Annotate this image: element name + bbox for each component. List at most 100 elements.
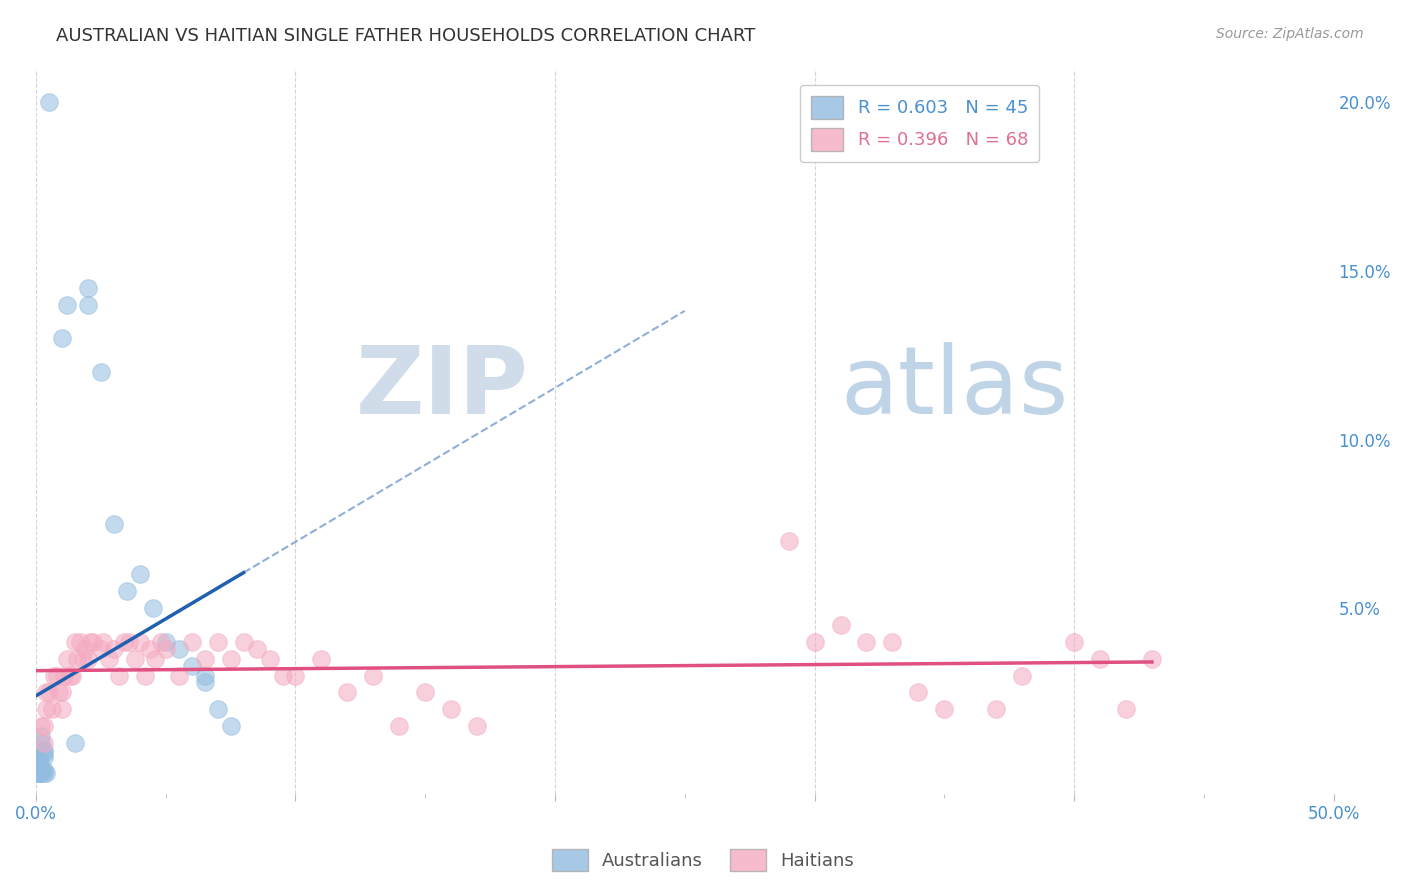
Point xyxy=(30,763,52,777)
Point xyxy=(76,652,98,666)
Point xyxy=(232,635,254,649)
Point xyxy=(259,652,281,666)
Legend: R = 0.603   N = 45, R = 0.396   N = 68: R = 0.603 N = 45, R = 0.396 N = 68 xyxy=(800,85,1039,161)
Point xyxy=(167,668,190,682)
Point xyxy=(108,668,131,682)
Point xyxy=(27,766,49,780)
Point xyxy=(986,702,1008,716)
Point xyxy=(35,685,58,699)
Point xyxy=(27,766,49,780)
Point xyxy=(27,763,49,777)
Point xyxy=(93,635,115,649)
Point xyxy=(32,749,55,764)
Point xyxy=(53,668,76,682)
Point xyxy=(194,652,217,666)
Point xyxy=(63,736,86,750)
Point xyxy=(97,652,120,666)
Point xyxy=(56,652,79,666)
Point xyxy=(284,668,307,682)
Point xyxy=(27,753,49,767)
Point xyxy=(118,635,141,649)
Point xyxy=(1115,702,1137,716)
Point xyxy=(38,685,60,699)
Point xyxy=(124,652,146,666)
Point xyxy=(76,297,98,311)
Point xyxy=(207,635,229,649)
Point xyxy=(882,635,904,649)
Point xyxy=(207,702,229,716)
Point xyxy=(934,702,956,716)
Point xyxy=(803,635,825,649)
Text: Source: ZipAtlas.com: Source: ZipAtlas.com xyxy=(1216,27,1364,41)
Point xyxy=(51,702,73,716)
Point xyxy=(72,652,94,666)
Point xyxy=(27,756,49,771)
Point xyxy=(30,766,52,780)
Point xyxy=(155,635,177,649)
Point xyxy=(27,760,49,774)
Point xyxy=(149,635,172,649)
Point xyxy=(30,729,52,743)
Point xyxy=(30,763,52,777)
Point xyxy=(32,766,55,780)
Point xyxy=(413,685,436,699)
Point xyxy=(115,584,138,599)
Point xyxy=(271,668,294,682)
Point xyxy=(311,652,333,666)
Point xyxy=(38,95,60,110)
Point xyxy=(180,635,202,649)
Point xyxy=(63,635,86,649)
Point xyxy=(27,760,49,774)
Point xyxy=(42,668,65,682)
Point xyxy=(167,641,190,656)
Point xyxy=(1011,668,1033,682)
Point xyxy=(27,760,49,774)
Point xyxy=(1063,635,1085,649)
Point xyxy=(194,668,217,682)
Point xyxy=(142,601,165,615)
Point xyxy=(219,652,242,666)
Point xyxy=(51,331,73,345)
Text: AUSTRALIAN VS HAITIAN SINGLE FATHER HOUSEHOLDS CORRELATION CHART: AUSTRALIAN VS HAITIAN SINGLE FATHER HOUS… xyxy=(56,27,755,45)
Text: ZIP: ZIP xyxy=(356,342,529,434)
Point xyxy=(778,533,800,548)
Point xyxy=(128,635,150,649)
Point xyxy=(30,719,52,733)
Point xyxy=(76,281,98,295)
Point xyxy=(440,702,463,716)
Point xyxy=(27,766,49,780)
Point xyxy=(32,719,55,733)
Point xyxy=(69,635,91,649)
Point xyxy=(66,652,89,666)
Point xyxy=(90,365,112,379)
Point xyxy=(194,675,217,690)
Point xyxy=(180,658,202,673)
Point xyxy=(32,736,55,750)
Point xyxy=(56,297,79,311)
Point xyxy=(51,685,73,699)
Point xyxy=(336,685,359,699)
Point xyxy=(79,635,101,649)
Point xyxy=(830,618,852,632)
Point xyxy=(27,766,49,780)
Point xyxy=(82,635,104,649)
Point xyxy=(41,702,63,716)
Point xyxy=(1088,652,1111,666)
Point xyxy=(143,652,166,666)
Point xyxy=(907,685,929,699)
Point xyxy=(465,719,488,733)
Text: atlas: atlas xyxy=(841,342,1069,434)
Point xyxy=(155,641,177,656)
Point xyxy=(139,641,162,656)
Point xyxy=(112,635,135,649)
Point xyxy=(219,719,242,733)
Point xyxy=(27,766,49,780)
Point xyxy=(45,668,67,682)
Point xyxy=(245,641,267,656)
Point xyxy=(75,641,97,656)
Point xyxy=(32,743,55,757)
Point xyxy=(30,736,52,750)
Point xyxy=(35,702,58,716)
Point xyxy=(27,763,49,777)
Point xyxy=(32,746,55,760)
